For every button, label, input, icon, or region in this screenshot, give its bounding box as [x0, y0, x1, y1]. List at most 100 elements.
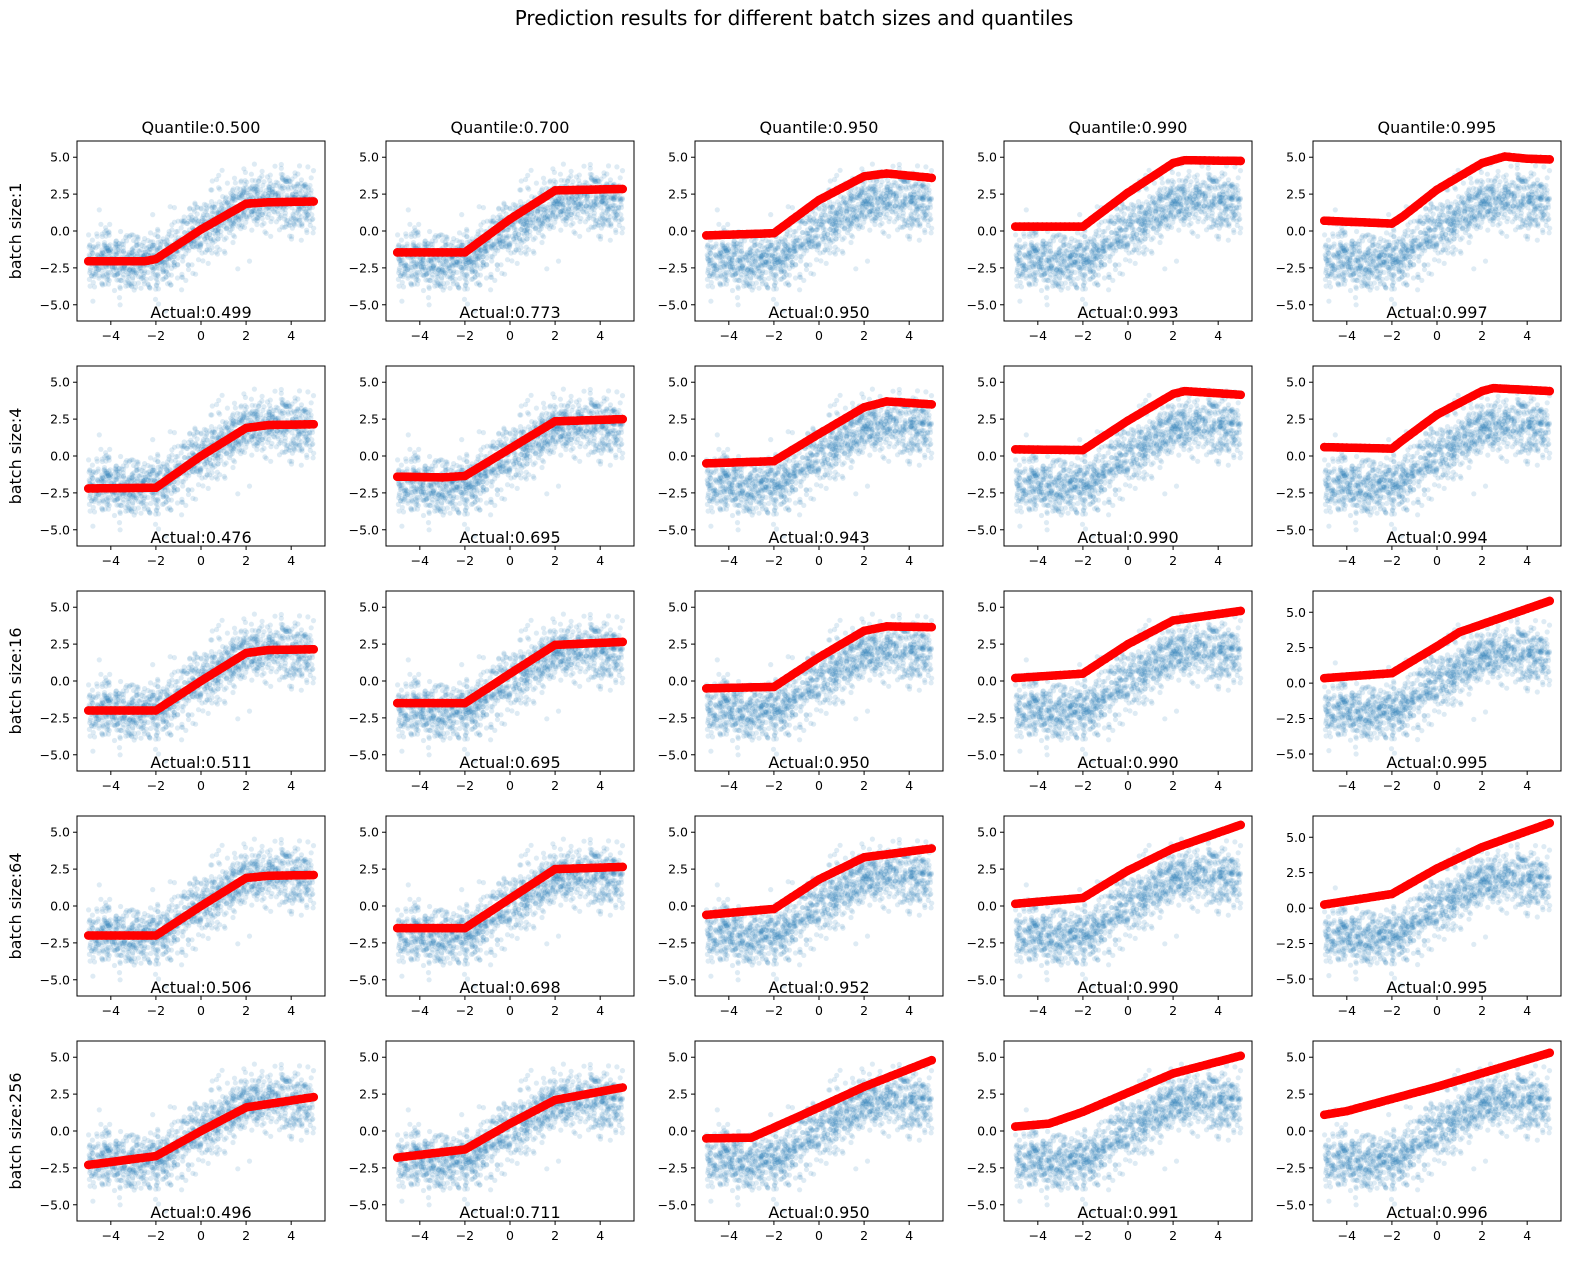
scatter-point [214, 227, 220, 233]
scatter-point [237, 186, 243, 192]
scatter-point [266, 184, 272, 191]
scatter-point [247, 192, 253, 198]
scatter-point [448, 268, 454, 274]
scatter-point [872, 195, 878, 201]
scatter-point [221, 248, 227, 254]
scatter-point [99, 249, 105, 255]
scatter-point [863, 204, 870, 210]
scatter-point [117, 270, 123, 276]
scatter-point [213, 228, 219, 234]
y-tick-label: −2.5 [658, 260, 688, 275]
prediction-point [927, 173, 936, 183]
scatter-point [735, 257, 741, 264]
subplot-grid: −4 −2 0 2 4−5.0−2.50.02.55.0Actual:0.499Quan… [6, 118, 1562, 1243]
scatter-point [159, 276, 166, 282]
scatter-point [574, 195, 581, 201]
scatter-point [160, 269, 166, 275]
scatter-point [100, 250, 106, 256]
scatter-point [841, 235, 847, 241]
scatter-point [299, 223, 305, 229]
scatter-point [865, 213, 871, 219]
scatter-point [277, 185, 283, 191]
scatter-point [168, 265, 175, 271]
scatter-point [745, 267, 751, 273]
scatter-point [230, 218, 236, 224]
scatter-point [193, 243, 199, 249]
scatter-point [243, 219, 249, 225]
scatter-point [709, 243, 715, 250]
scatter-point [139, 268, 145, 274]
scatter-point [229, 199, 235, 205]
scatter-point [175, 228, 181, 234]
scatter-point [263, 210, 269, 216]
scatter-point [584, 211, 590, 217]
scatter-point [210, 203, 216, 210]
scatter-point [230, 217, 236, 223]
scatter-point [224, 199, 231, 206]
scatter-point [108, 246, 114, 252]
scatter-point [113, 241, 119, 247]
scatter-point [563, 215, 569, 221]
scatter-point [527, 228, 533, 235]
scatter-point [505, 247, 511, 253]
scatter-point [861, 219, 867, 225]
scatter-point [152, 272, 158, 278]
scatter-point [87, 283, 93, 289]
scatter-point [480, 254, 486, 260]
scatter-point [576, 172, 582, 178]
scatter-point [160, 264, 166, 270]
scatter-point [180, 220, 186, 226]
scatter-point [488, 287, 494, 293]
scatter-point [801, 277, 807, 283]
scatter-point [884, 184, 890, 191]
scatter-point [232, 198, 238, 204]
scatter-point [293, 192, 299, 198]
scatter-point [216, 206, 222, 212]
scatter-point [838, 194, 844, 200]
scatter-point [310, 168, 317, 174]
scatter-point [253, 187, 260, 193]
scatter-point [241, 224, 248, 230]
scatter-point [259, 222, 265, 228]
scatter-point [115, 270, 121, 276]
scatter-point [103, 248, 109, 254]
scatter-point [489, 254, 495, 260]
scatter-point [164, 270, 170, 276]
scatter-point [160, 260, 166, 266]
scatter-point [723, 245, 729, 251]
scatter-point [242, 178, 248, 184]
scatter-point [110, 267, 116, 273]
subplot-r1-c2: −4 −2 0 2 4−5.0−2.50.02.55.0Actual:0.773Quan… [349, 118, 635, 343]
scatter-point [152, 232, 158, 238]
scatter-point [266, 190, 272, 196]
scatter-point [553, 197, 559, 203]
scatter-point [208, 236, 214, 242]
scatter-point [601, 170, 607, 176]
scatter-point [284, 192, 290, 198]
prediction-series [84, 197, 319, 266]
scatter-point [910, 222, 916, 228]
scatter-point [844, 230, 851, 236]
scatter-point [281, 177, 287, 183]
scatter-point [130, 248, 136, 254]
scatter-point [286, 177, 292, 183]
scatter-point [409, 282, 415, 288]
scatter-point [572, 210, 578, 216]
scatter-point [404, 241, 410, 247]
scatter-point [587, 165, 593, 171]
scatter-point [551, 178, 557, 184]
scatter-point [110, 265, 116, 271]
scatter-point [122, 264, 128, 271]
scatter-point [232, 215, 238, 221]
scatter-point [254, 211, 261, 217]
scatter-point [193, 215, 199, 221]
scatter-point [304, 227, 310, 233]
scatter-point [117, 285, 123, 291]
scatter-point [212, 204, 218, 210]
scatter-point [130, 266, 137, 272]
scatter-point [179, 271, 185, 277]
scatter-point [277, 215, 283, 221]
scatter-point [775, 260, 781, 266]
scatter-point [155, 245, 161, 251]
scatter-point [898, 188, 904, 194]
